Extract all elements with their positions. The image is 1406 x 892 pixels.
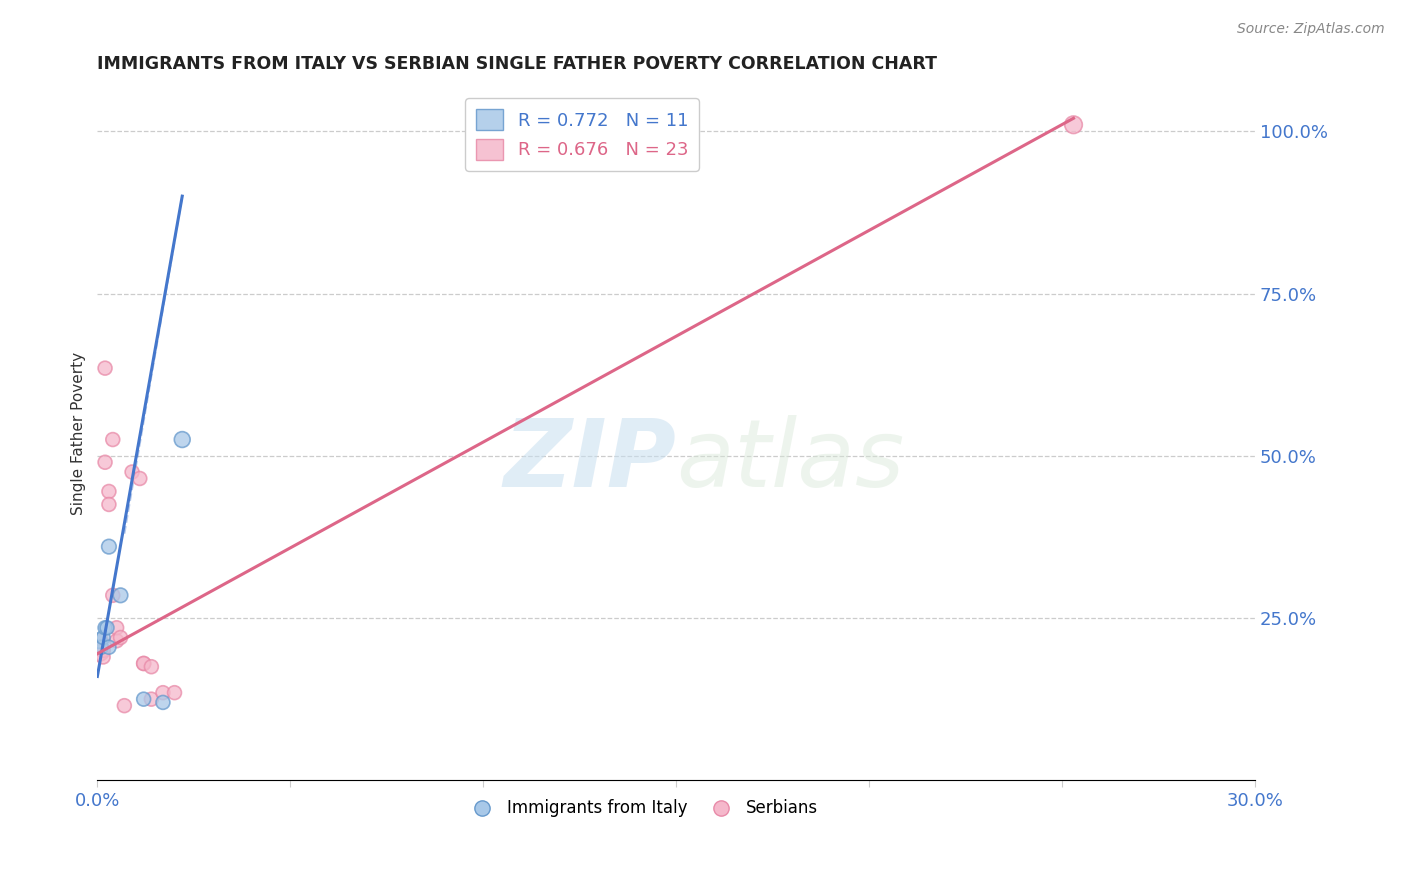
Point <box>97 498 120 512</box>
Point <box>89 633 111 648</box>
Point <box>101 588 124 602</box>
Point <box>172 433 194 447</box>
Point <box>152 695 174 709</box>
Point <box>97 484 120 499</box>
Point <box>132 657 155 671</box>
Point <box>94 361 117 376</box>
Text: atlas: atlas <box>676 416 904 507</box>
Point <box>97 640 120 655</box>
Point <box>141 692 163 706</box>
Text: ZIP: ZIP <box>503 415 676 507</box>
Point <box>121 465 143 479</box>
Point <box>101 433 124 447</box>
Legend: Immigrants from Italy, Serbians: Immigrants from Italy, Serbians <box>458 793 824 824</box>
Point <box>132 692 155 706</box>
Point <box>110 631 132 645</box>
Point <box>94 455 117 469</box>
Y-axis label: Single Father Poverty: Single Father Poverty <box>72 351 86 515</box>
Point <box>163 686 186 700</box>
Point <box>141 659 163 673</box>
Point <box>89 643 111 657</box>
Text: Source: ZipAtlas.com: Source: ZipAtlas.com <box>1237 22 1385 37</box>
Point <box>105 621 128 635</box>
Point <box>90 640 112 655</box>
Text: IMMIGRANTS FROM ITALY VS SERBIAN SINGLE FATHER POVERTY CORRELATION CHART: IMMIGRANTS FROM ITALY VS SERBIAN SINGLE … <box>97 55 938 73</box>
Point <box>91 631 114 645</box>
Point <box>90 633 112 648</box>
Point <box>132 657 155 671</box>
Point <box>152 686 174 700</box>
Point <box>112 698 135 713</box>
Point <box>96 621 118 635</box>
Point <box>110 588 132 602</box>
Point <box>1063 118 1085 132</box>
Point <box>105 633 128 648</box>
Point <box>128 471 150 485</box>
Point <box>91 650 114 665</box>
Point <box>97 540 120 554</box>
Point <box>94 621 117 635</box>
Point <box>91 643 114 657</box>
